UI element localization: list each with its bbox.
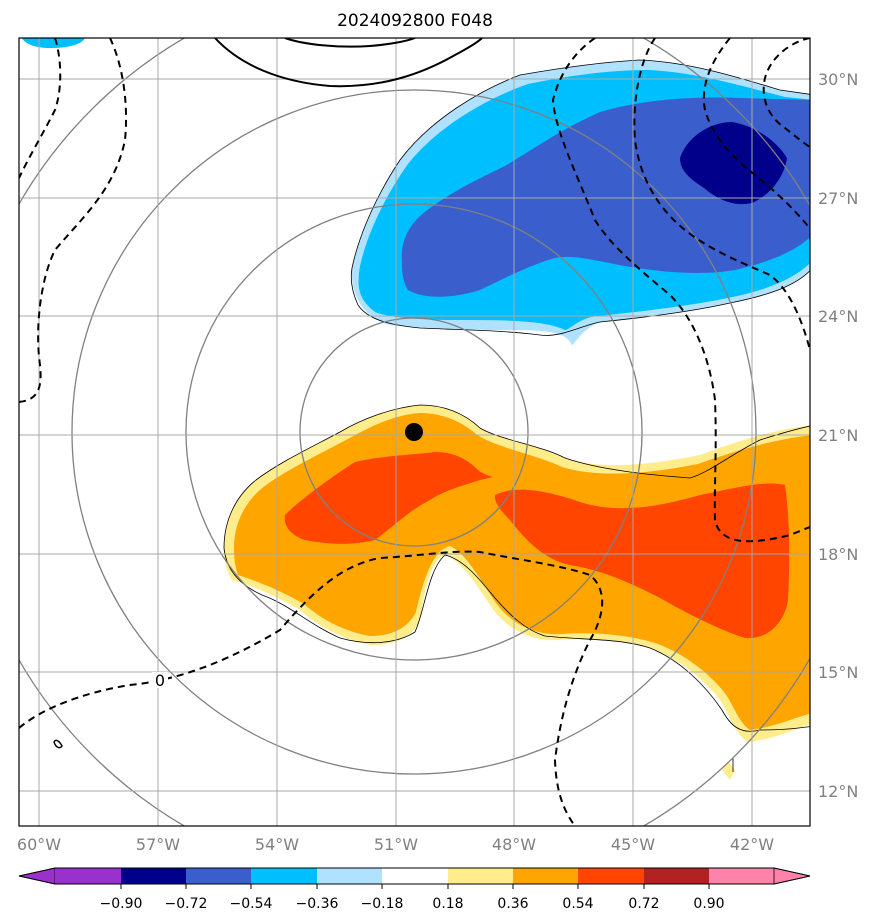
lon-label-42w: 42°W <box>730 835 774 854</box>
map-title: 2024092800 F048 <box>337 11 493 31</box>
lat-label-27n: 27°N <box>818 189 858 208</box>
small-closed-contour <box>53 739 63 749</box>
lon-label-60w: 60°W <box>17 835 61 854</box>
colorbar-tick-10: 0.90 <box>693 896 724 912</box>
lon-label-51w: 51°W <box>374 835 418 854</box>
colorbar-tick-2: −0.72 <box>165 896 208 912</box>
lon-label-54w: 54°W <box>255 835 299 854</box>
lon-label-48w: 48°W <box>492 835 536 854</box>
lat-label-18n: 18°N <box>818 545 858 564</box>
colorbar-extend-low <box>18 867 56 885</box>
contour-label-zero: 0 <box>155 671 165 690</box>
map-area: 0 <box>19 38 810 826</box>
negative-anomaly-region <box>351 60 810 345</box>
colorbar-segment-9 <box>578 868 644 884</box>
colorbar-tick-6: 0.18 <box>432 896 463 912</box>
lat-label-15n: 15°N <box>818 663 858 682</box>
colorbar-tick-3: −0.54 <box>230 896 273 912</box>
colorbar-ticks <box>120 884 710 889</box>
colorbar-outline <box>18 867 811 885</box>
colorbar-segment-2 <box>121 868 186 884</box>
colorbar-tick-8: 0.54 <box>562 896 593 912</box>
lon-label-57w: 57°W <box>136 835 180 854</box>
lat-label-21n: 21°N <box>818 426 858 445</box>
colorbar-tick-5: −0.18 <box>361 896 404 912</box>
small-negative-patch <box>22 38 85 48</box>
colorbar-segment-1 <box>55 868 121 884</box>
colorbar-tick-1: −0.90 <box>100 896 143 912</box>
colorbar-segment-3 <box>186 868 251 884</box>
range-rings <box>19 38 810 826</box>
latitude-labels: 30°N 27°N 24°N 21°N 18°N 15°N 12°N <box>818 70 858 801</box>
colorbar-segment-5 <box>317 868 382 884</box>
colorbar: −0.90 −0.72 −0.54 −0.36 −0.18 0.18 0.36 … <box>18 867 811 912</box>
colorbar-tick-9: 0.72 <box>628 896 659 912</box>
contour-label-bg <box>152 672 168 688</box>
lat-label-24n: 24°N <box>818 307 858 326</box>
lat-label-12n: 12°N <box>818 782 858 801</box>
map-frame <box>18 37 811 827</box>
longitude-labels: 60°W 57°W 54°W 51°W 48°W 45°W 42°W <box>17 835 774 854</box>
colorbar-tick-4: −0.36 <box>296 896 339 912</box>
positive-anomaly-region <box>224 405 810 780</box>
colorbar-segment-8 <box>513 868 578 884</box>
storm-center-marker <box>405 423 423 441</box>
colorbar-segment-11 <box>709 868 774 884</box>
colorbar-segment-7 <box>448 868 513 884</box>
colorbar-segment-6 <box>382 868 448 884</box>
lat-label-30n: 30°N <box>818 70 858 89</box>
colorbar-extend-high <box>773 867 811 885</box>
solid-contours <box>214 38 483 88</box>
colorbar-tick-7: 0.36 <box>497 896 528 912</box>
lon-label-45w: 45°W <box>611 835 655 854</box>
colorbar-segment-4 <box>251 868 317 884</box>
colorbar-segment-10 <box>644 868 709 884</box>
